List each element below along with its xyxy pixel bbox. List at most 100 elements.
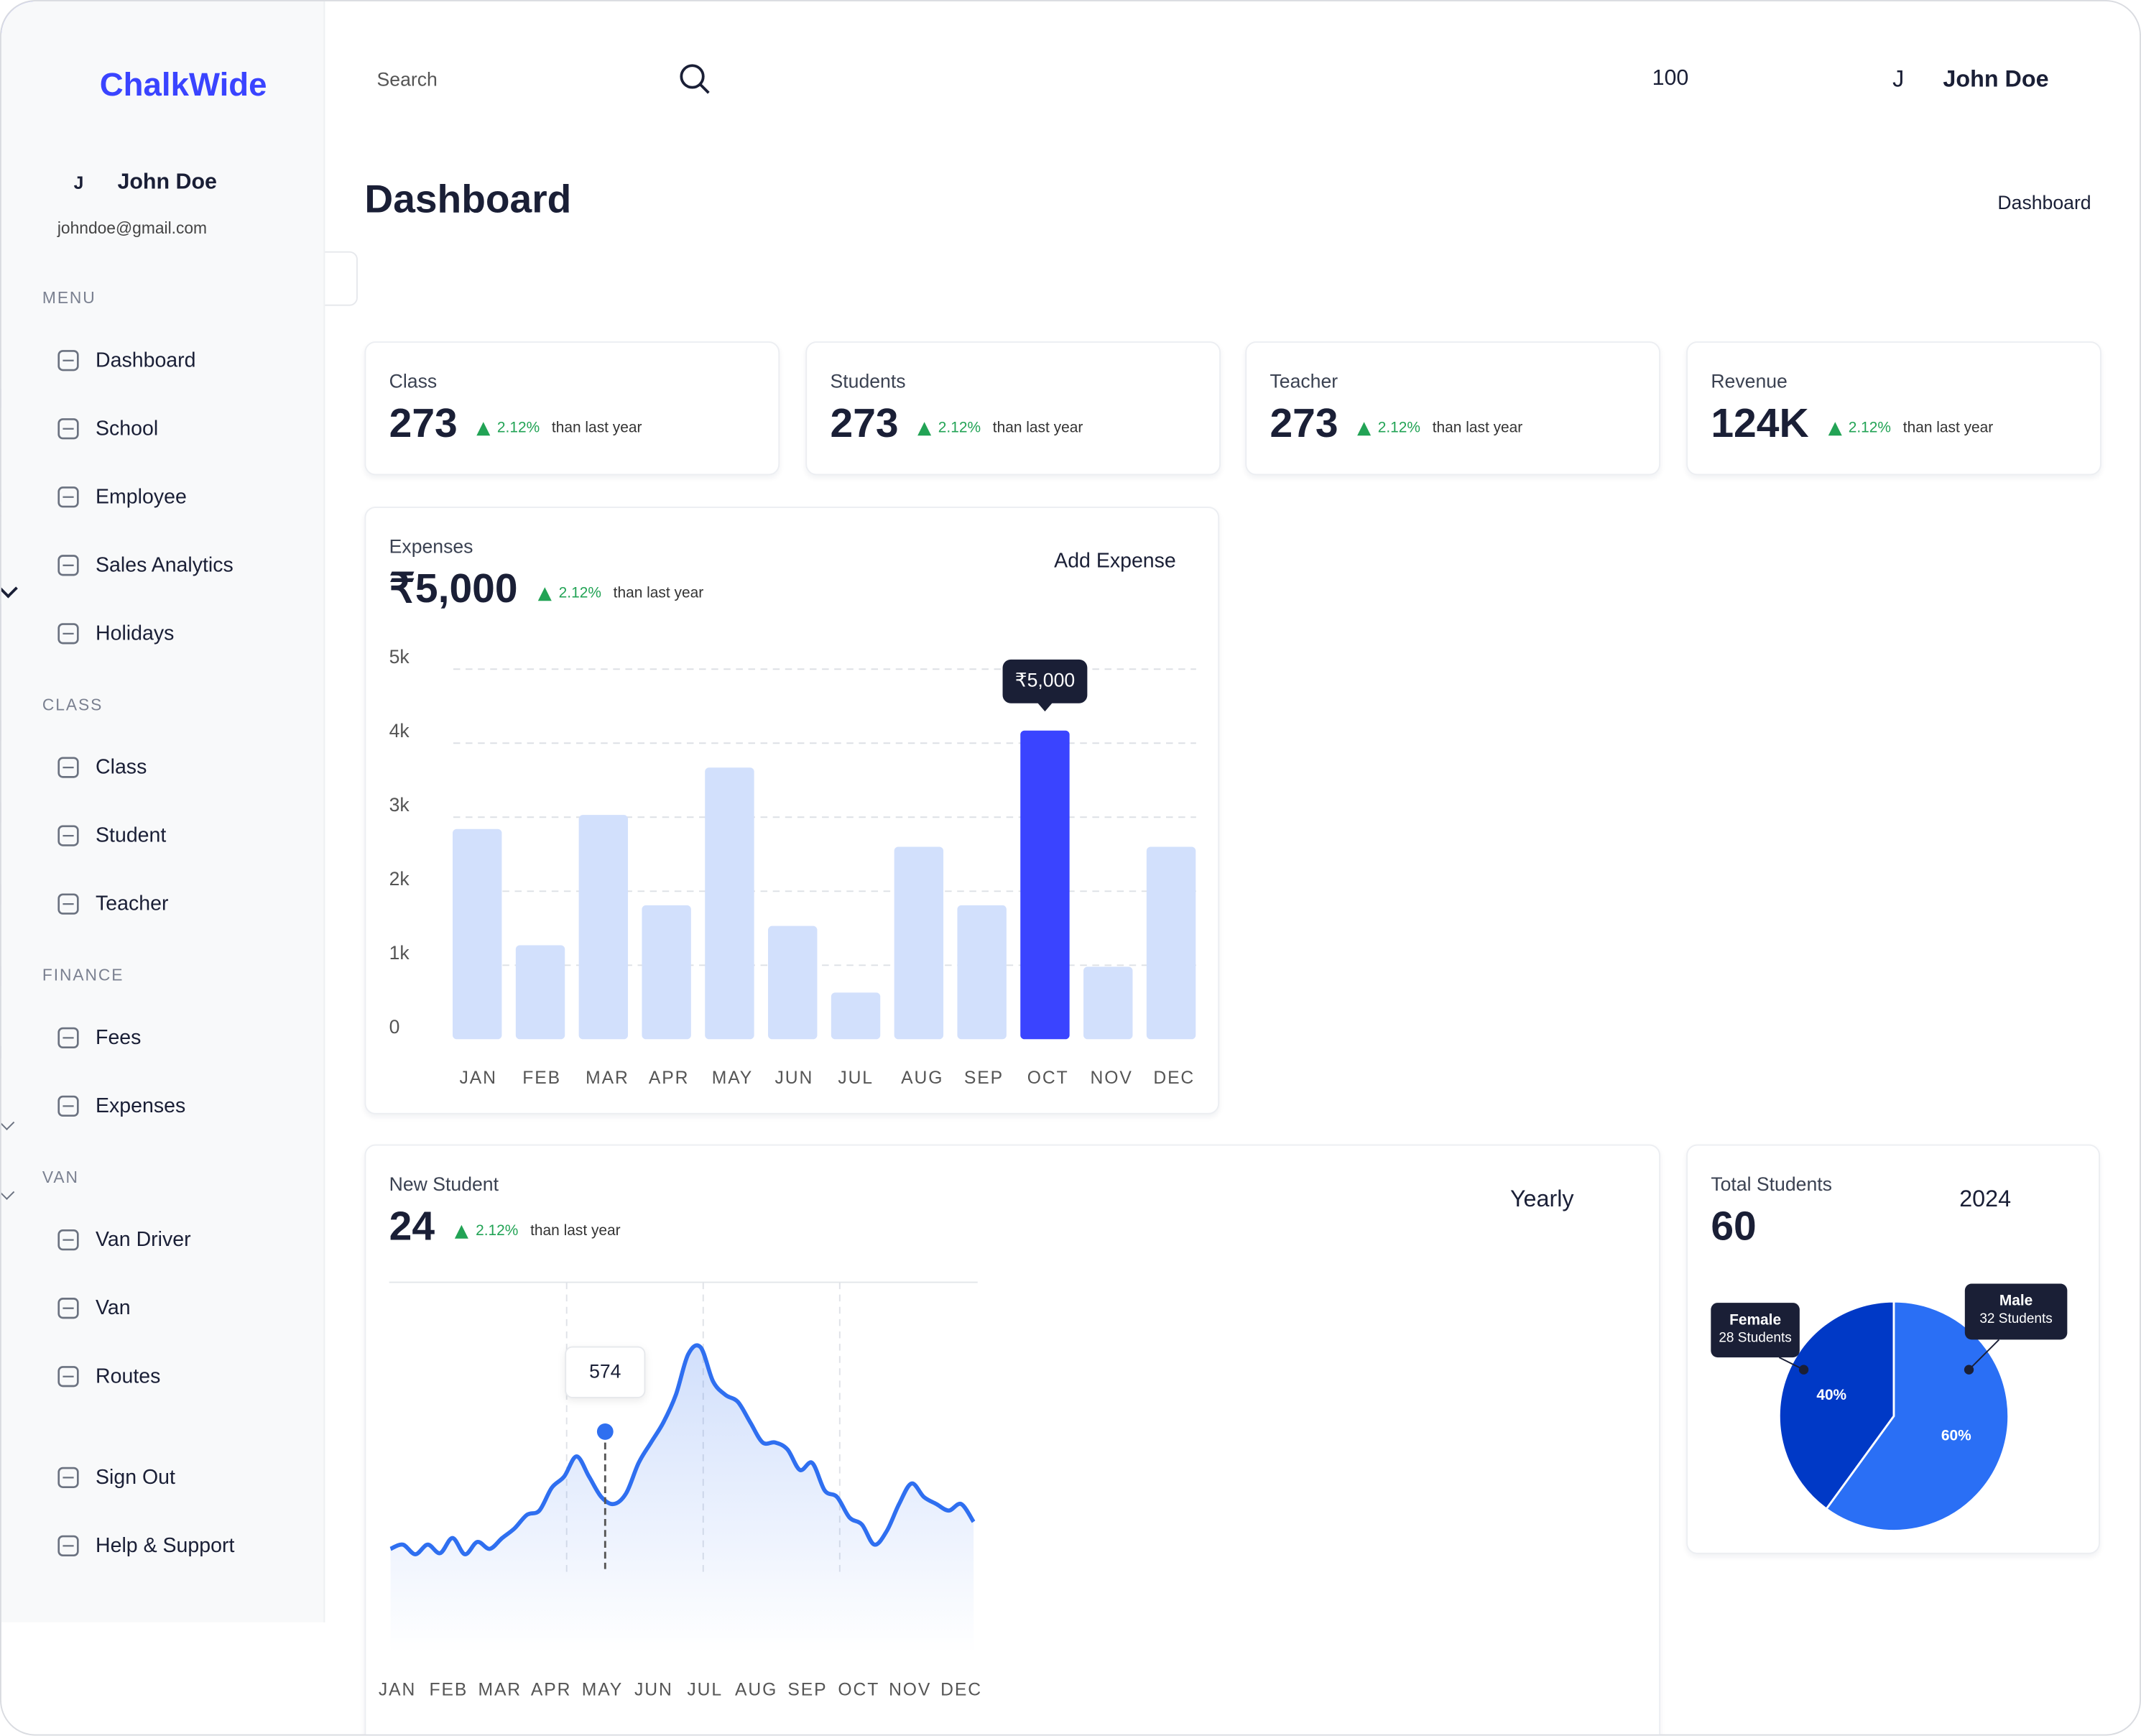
pie-slice (1777, 1300, 1895, 1510)
text: than last year (1902, 420, 1994, 437)
up-arrow (1828, 422, 1842, 436)
text: CLASS (42, 695, 103, 714)
nav-item[interactable]: Student (96, 823, 167, 848)
y-tick-label: 0 (389, 1016, 400, 1038)
up-arrow (917, 422, 932, 436)
x-tick-label: APR (649, 1068, 689, 1088)
icon-shape (538, 587, 552, 601)
icon-shape (57, 486, 79, 508)
icon-shape (1357, 422, 1372, 436)
stat-card (1245, 341, 1661, 476)
nav-item[interactable]: Expenses (96, 1094, 186, 1118)
x-tick-label: OCT (838, 1680, 879, 1699)
icon-shape (57, 1298, 79, 1319)
nav-item[interactable]: Van Driver (96, 1228, 191, 1252)
icon-shape (57, 1027, 79, 1049)
icon-shape (57, 825, 79, 846)
text: 2.12% (476, 1222, 519, 1239)
tooltip-box (565, 1346, 646, 1398)
nav-item[interactable]: Fees (96, 1026, 142, 1050)
x-tick-label: SEP (964, 1068, 1004, 1088)
text: Dashboard (1997, 191, 2091, 213)
nav-item[interactable]: Sign Out (96, 1466, 175, 1490)
nav-icon (57, 1095, 79, 1117)
x-tick-label: JAN (460, 1068, 497, 1088)
bar (515, 945, 565, 1040)
nav-item[interactable]: Class (96, 755, 147, 780)
nav-icon (57, 1467, 79, 1488)
up-arrow (538, 587, 552, 601)
x-tick-label: MAY (582, 1680, 623, 1699)
text: 2.12% (496, 420, 540, 437)
stat-card (364, 341, 780, 476)
text: Expenses (389, 535, 473, 558)
text: New Student (389, 1173, 499, 1195)
x-tick-label: JUN (634, 1680, 673, 1699)
icon-shape (699, 83, 710, 94)
nav-icon (57, 1229, 79, 1251)
bar (957, 905, 1007, 1040)
icon-shape (57, 1535, 79, 1556)
text: Students (830, 370, 906, 392)
icon-shape (57, 1229, 79, 1251)
text: 1 (1817, 47, 1826, 64)
icon-shape (57, 757, 79, 778)
text: Yearly (1509, 1186, 1574, 1212)
icon-shape (57, 350, 79, 371)
x-tick-label: NOV (889, 1680, 931, 1699)
nav-item[interactable]: Holidays (96, 622, 175, 645)
stat-card (1686, 341, 2101, 476)
text: Total Students (1711, 1173, 1832, 1195)
text: Class (389, 370, 438, 392)
x-tick-label: APR (531, 1680, 571, 1699)
nav-icon (57, 825, 79, 846)
nav-item[interactable]: Dashboard (96, 348, 196, 372)
y-tick-label: 2k (389, 868, 410, 890)
nav-icon (57, 350, 79, 371)
y-tick-label: 3k (389, 794, 410, 816)
x-tick-label: MAY (712, 1068, 753, 1088)
callout-dot (1798, 1365, 1809, 1375)
text: 273 (389, 401, 458, 447)
bar (831, 992, 881, 1040)
text: than last year (530, 1222, 621, 1239)
up-arrow (1357, 422, 1372, 436)
icon-shape (917, 422, 932, 436)
legend-name: Male (1999, 1293, 2033, 1309)
legend-detail: 28 Students (1719, 1331, 1791, 1346)
text: ₹5,000 (389, 566, 518, 612)
bar (705, 767, 754, 1040)
bar (1146, 846, 1196, 1040)
x-tick-label: DEC (940, 1680, 982, 1699)
tooltip-pointer (1037, 701, 1053, 712)
area (390, 1345, 974, 1654)
y-tick-label: 4k (389, 720, 410, 742)
nav-icon (57, 1366, 79, 1388)
text: Add Expense (1054, 549, 1176, 573)
nav-icon (57, 1298, 79, 1319)
nav-item[interactable]: Employee (96, 485, 187, 509)
text: VAN (42, 1167, 79, 1187)
nav-item[interactable]: Help & Support (96, 1534, 235, 1558)
text: John Doe (1943, 66, 2049, 93)
callout-box (1711, 1303, 1800, 1358)
nav-item[interactable]: Van (96, 1296, 131, 1320)
nav-icon (57, 1535, 79, 1556)
bar (578, 815, 629, 1040)
nav-item[interactable]: School (96, 417, 159, 440)
text: 124K (1711, 401, 1809, 447)
text: MENU (42, 288, 96, 308)
text: 24 (389, 1204, 435, 1250)
text: johndoe@gmail.com (57, 218, 208, 238)
x-tick-label: AUG (901, 1068, 943, 1088)
nav-item[interactable]: Sales Analytics (96, 553, 233, 577)
text: than last year (1432, 420, 1523, 437)
nav-item[interactable]: Teacher (96, 892, 169, 916)
text: John Doe (117, 170, 217, 194)
nav-item[interactable]: Routes (96, 1365, 161, 1388)
x-tick-label: JAN (379, 1680, 416, 1699)
bar (453, 828, 502, 1040)
text: 60 (1711, 1204, 1757, 1250)
